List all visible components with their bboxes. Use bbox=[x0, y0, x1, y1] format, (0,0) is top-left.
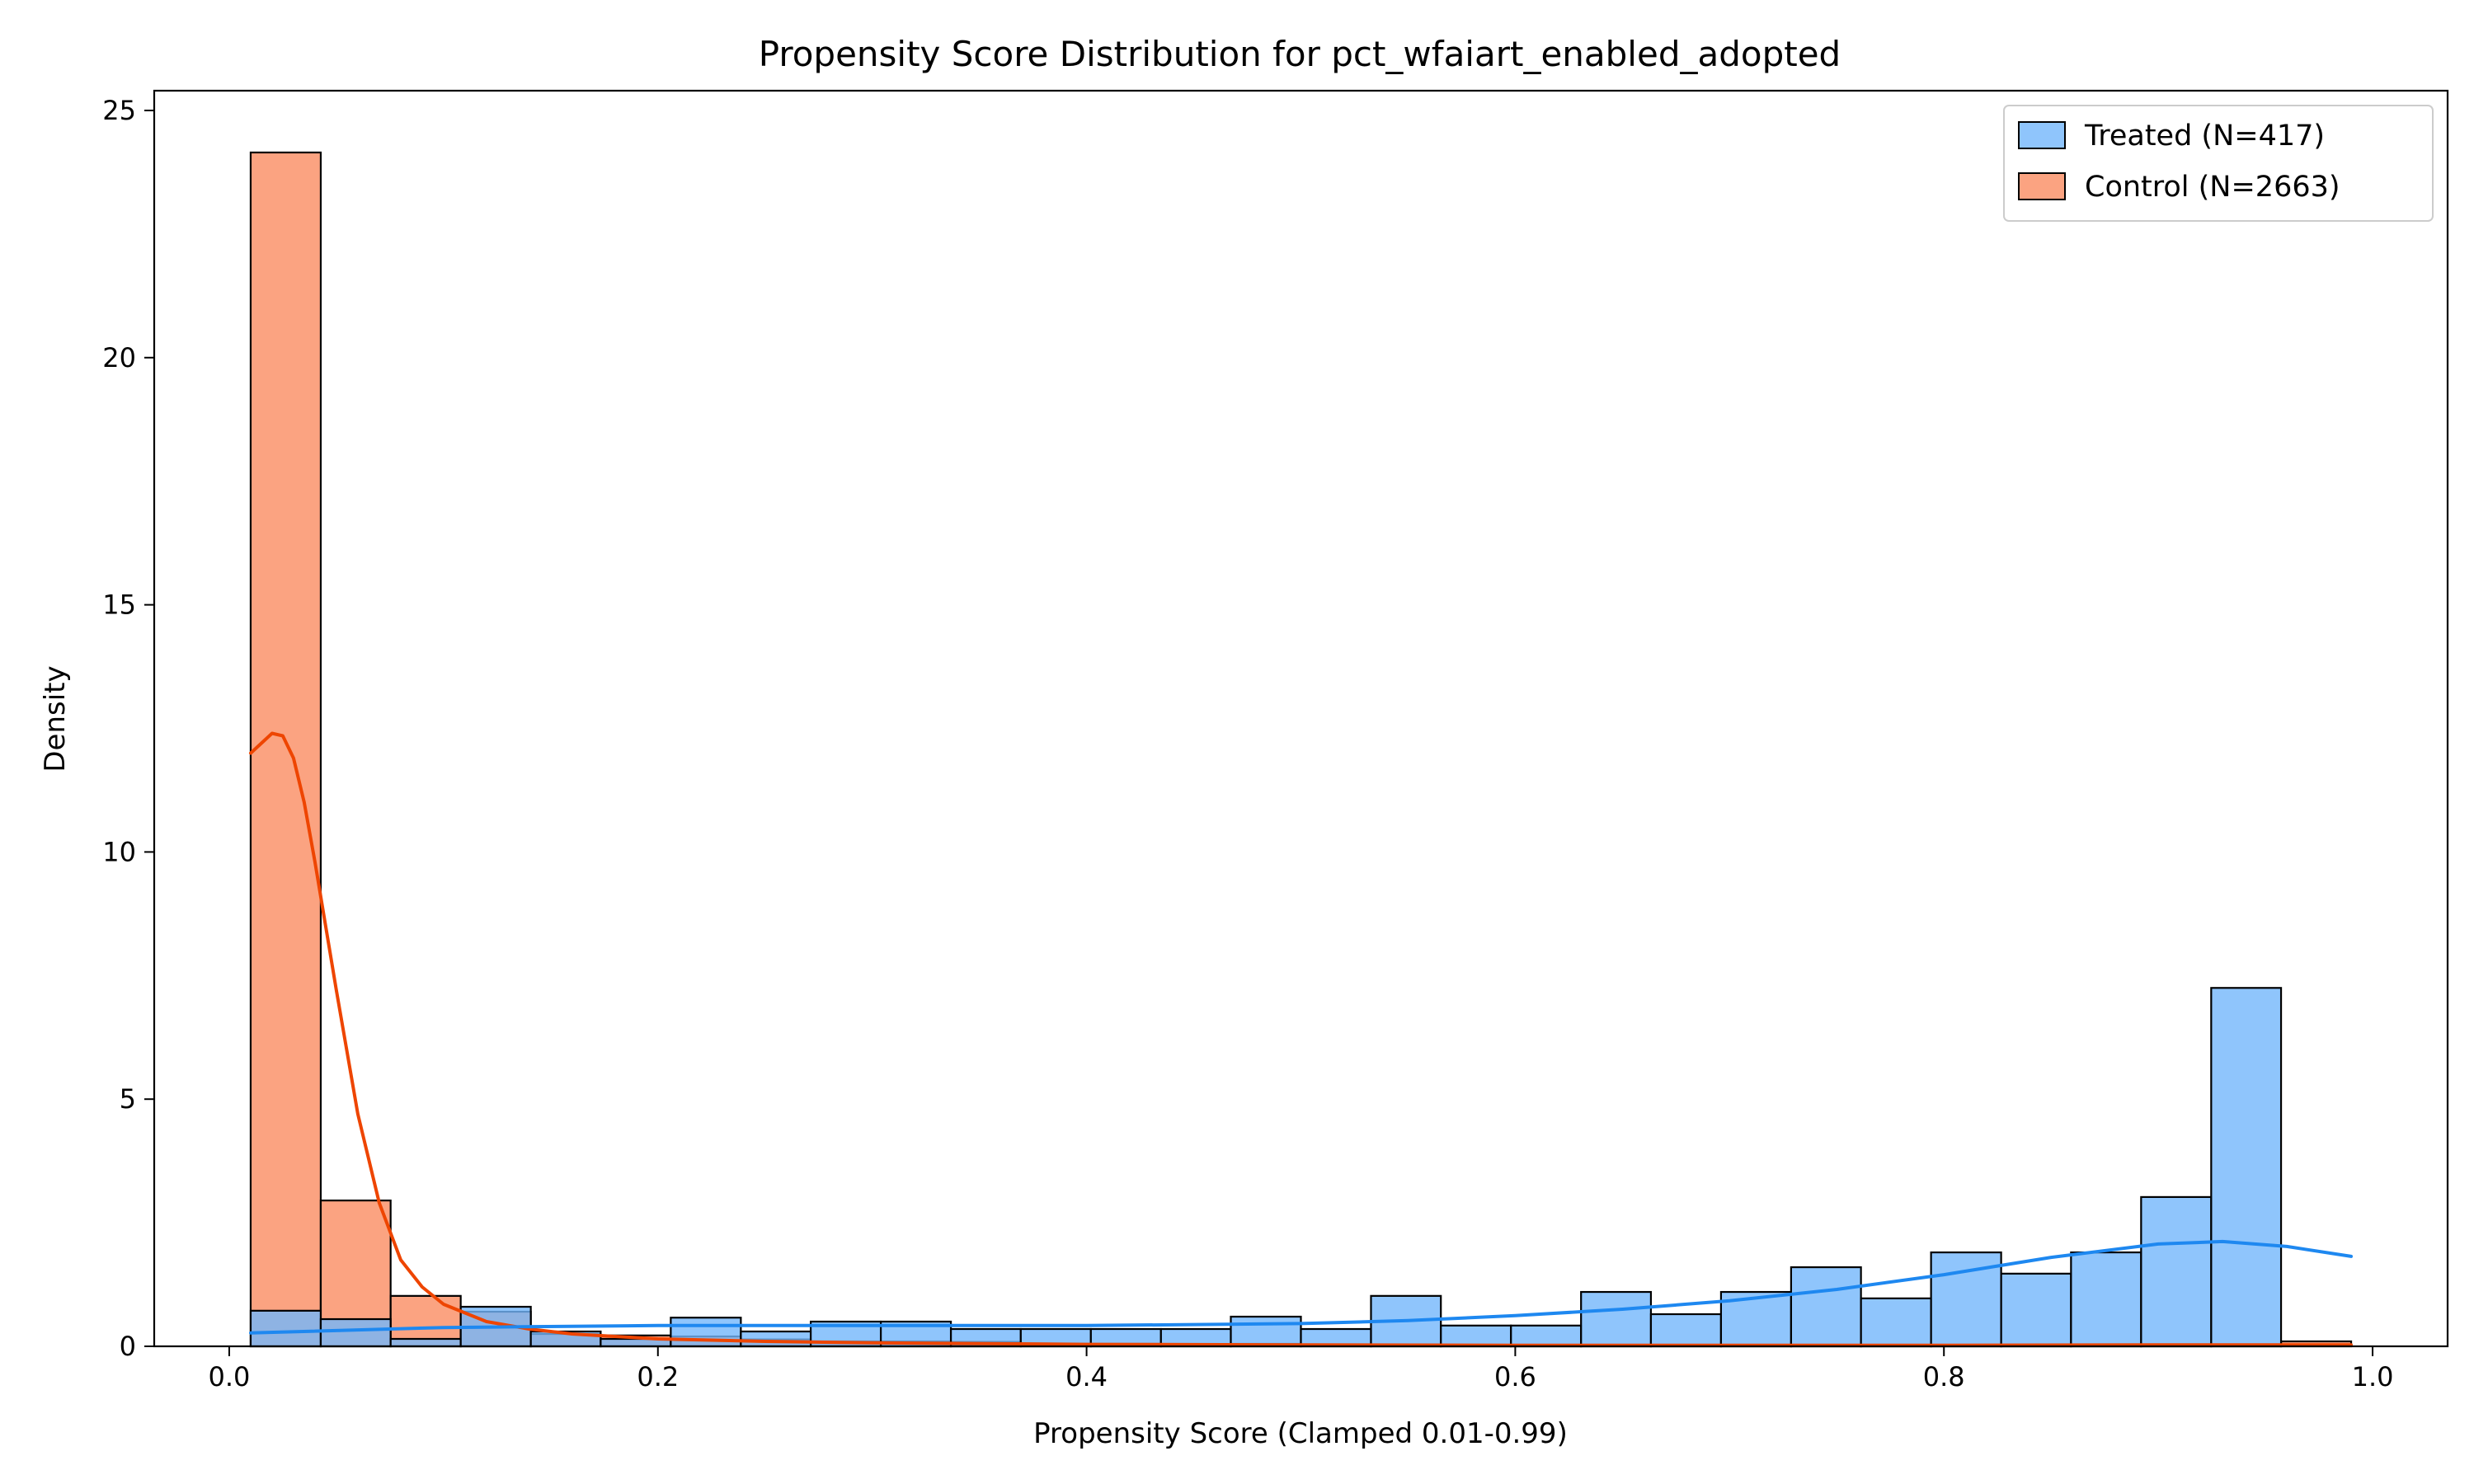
treated-bar bbox=[2000, 1272, 2072, 1348]
treated-bar bbox=[319, 1317, 392, 1348]
treated-bar bbox=[1440, 1324, 1512, 1348]
legend-label-control: Control (N=2663) bbox=[2085, 171, 2340, 204]
legend-swatch-treated bbox=[2018, 121, 2066, 149]
chart-title: Propensity Score Distribution for pct_wf… bbox=[759, 34, 1841, 74]
x-tick-label: 0.8 bbox=[1923, 1361, 1965, 1392]
x-tick-label: 0.6 bbox=[1494, 1361, 1536, 1392]
y-tick-label: 0 bbox=[120, 1331, 136, 1362]
y-tick-label: 5 bbox=[120, 1083, 136, 1115]
x-tick-label: 0.0 bbox=[209, 1361, 251, 1392]
treated-bar bbox=[389, 1337, 462, 1348]
treated-bar bbox=[2210, 987, 2283, 1348]
treated-bar bbox=[2070, 1251, 2142, 1348]
plot-area bbox=[249, 151, 2353, 1348]
treated-bar bbox=[1790, 1266, 1862, 1348]
control-bar bbox=[249, 151, 322, 1348]
treated-bar bbox=[1580, 1290, 1653, 1348]
control-bar bbox=[389, 1294, 462, 1348]
y-tick-label: 15 bbox=[102, 589, 136, 621]
x-axis: 0.0 0.2 0.4 0.6 0.8 1.0 bbox=[209, 1346, 2394, 1392]
treated-bar bbox=[249, 1309, 322, 1348]
x-tick-label: 0.4 bbox=[1065, 1361, 1108, 1392]
y-axis-label: Density bbox=[39, 665, 72, 772]
treated-bar bbox=[1230, 1315, 1302, 1348]
treated-bar bbox=[1510, 1324, 1583, 1348]
treated-bar bbox=[1860, 1297, 1932, 1348]
x-tick-label: 0.2 bbox=[637, 1361, 679, 1392]
y-tick-label: 10 bbox=[102, 836, 136, 867]
x-tick-label: 1.0 bbox=[2352, 1361, 2394, 1392]
x-axis-label: Propensity Score (Clamped 0.01-0.99) bbox=[1033, 1417, 1568, 1450]
y-tick-label: 20 bbox=[102, 342, 136, 373]
y-tick-label: 25 bbox=[102, 95, 136, 126]
legend-label-treated: Treated (N=417) bbox=[2084, 120, 2325, 153]
plot-frame bbox=[153, 89, 2449, 1348]
legend-box bbox=[2003, 105, 2434, 222]
treated-bar bbox=[2140, 1195, 2213, 1348]
treated-bar bbox=[1649, 1313, 1723, 1348]
y-axis: 0 5 10 15 20 25 bbox=[102, 95, 154, 1362]
control-kde-line bbox=[249, 731, 2353, 1347]
legend: Treated (N=417) Control (N=2663) bbox=[2003, 105, 2434, 222]
treated-bar bbox=[740, 1330, 812, 1348]
legend-swatch-control bbox=[2018, 172, 2066, 200]
treated-kde-line bbox=[249, 1239, 2353, 1335]
